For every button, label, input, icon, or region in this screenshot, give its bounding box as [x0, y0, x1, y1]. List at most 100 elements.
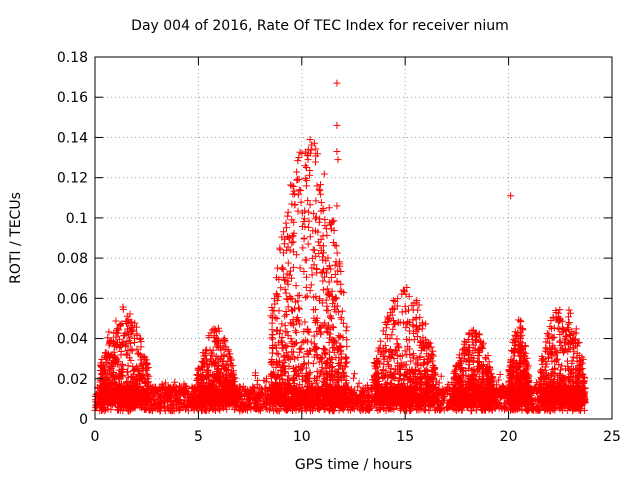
- data-point: [268, 326, 276, 334]
- data-point: [276, 246, 284, 254]
- data-point: [244, 392, 252, 400]
- data-point: [284, 259, 292, 267]
- data-point: [305, 208, 313, 216]
- data-point: [278, 264, 286, 272]
- data-point: [244, 386, 252, 394]
- data-point: [529, 399, 537, 407]
- data-point: [438, 385, 446, 393]
- data-point: [176, 389, 184, 397]
- data-point: [257, 394, 265, 402]
- data-point: [189, 394, 197, 402]
- data-point: [303, 292, 311, 300]
- data-point: [181, 397, 189, 405]
- data-point: [252, 404, 260, 412]
- data-point: [364, 384, 372, 392]
- data-point: [496, 370, 504, 378]
- data-point: [283, 311, 291, 319]
- data-point: [444, 383, 452, 391]
- data-point: [304, 338, 312, 346]
- data-point: [296, 264, 304, 272]
- data-point: [365, 392, 373, 400]
- data-point: [541, 405, 549, 413]
- data-point: [495, 376, 503, 384]
- data-point: [501, 404, 509, 412]
- data-point: [295, 305, 303, 313]
- chart-title: Day 004 of 2016, Rate Of TEC Index for r…: [131, 18, 509, 34]
- data-point: [301, 175, 309, 183]
- data-point: [235, 404, 243, 412]
- data-point: [312, 145, 320, 153]
- data-point: [366, 404, 374, 412]
- data-point: [327, 355, 335, 363]
- data-point: [301, 405, 309, 413]
- data-point: [252, 396, 260, 404]
- data-point: [349, 404, 357, 412]
- data-point: [297, 344, 305, 352]
- data-point: [295, 186, 303, 194]
- data-point: [237, 395, 245, 403]
- data-point: [544, 406, 552, 414]
- data-point: [437, 405, 445, 413]
- data-point: [273, 349, 281, 357]
- data-point: [112, 317, 120, 325]
- data-point: [320, 405, 328, 413]
- data-point: [441, 390, 449, 398]
- data-point: [363, 381, 371, 389]
- data-points: [91, 79, 589, 415]
- data-point: [294, 207, 302, 215]
- data-point: [148, 407, 156, 415]
- data-point: [348, 390, 356, 398]
- data-point: [253, 381, 261, 389]
- data-point: [354, 383, 362, 391]
- data-point: [533, 379, 541, 387]
- data-point: [175, 400, 183, 408]
- data-point: [337, 267, 345, 275]
- data-point: [357, 404, 365, 412]
- data-point: [173, 394, 181, 402]
- data-point: [447, 403, 455, 411]
- data-point: [294, 354, 302, 362]
- data-point: [292, 329, 300, 337]
- data-point: [359, 399, 367, 407]
- data-point: [161, 396, 169, 404]
- data-point: [431, 404, 439, 412]
- data-point: [296, 345, 304, 353]
- grid-lines: [95, 57, 612, 419]
- data-point: [312, 158, 320, 166]
- data-point: [342, 327, 350, 335]
- data-point: [270, 407, 278, 415]
- data-point: [205, 406, 213, 414]
- data-point: [162, 379, 170, 387]
- data-point: [152, 402, 160, 410]
- data-point: [309, 246, 317, 254]
- data-point: [256, 405, 264, 413]
- data-point: [170, 404, 178, 412]
- data-point: [256, 391, 264, 399]
- data-point: [236, 407, 244, 415]
- data-point: [150, 389, 158, 397]
- data-point: [438, 394, 446, 402]
- data-point: [306, 406, 314, 414]
- data-point: [280, 240, 288, 248]
- data-point: [302, 293, 310, 301]
- data-point: [338, 307, 346, 315]
- data-point: [287, 306, 295, 314]
- data-point: [414, 306, 422, 314]
- data-point: [289, 238, 297, 246]
- data-point: [128, 345, 136, 353]
- data-point: [306, 287, 314, 295]
- data-point: [295, 153, 303, 161]
- data-point: [311, 215, 319, 223]
- data-point: [172, 384, 180, 392]
- data-point: [261, 384, 269, 392]
- data-point: [154, 395, 162, 403]
- data-point: [317, 190, 325, 198]
- data-point: [291, 327, 299, 335]
- data-point: [264, 392, 272, 400]
- data-point: [126, 407, 134, 415]
- data-point: [326, 313, 334, 321]
- data-point: [364, 397, 372, 405]
- data-point: [352, 396, 360, 404]
- data-point: [171, 378, 179, 386]
- data-point: [320, 345, 328, 353]
